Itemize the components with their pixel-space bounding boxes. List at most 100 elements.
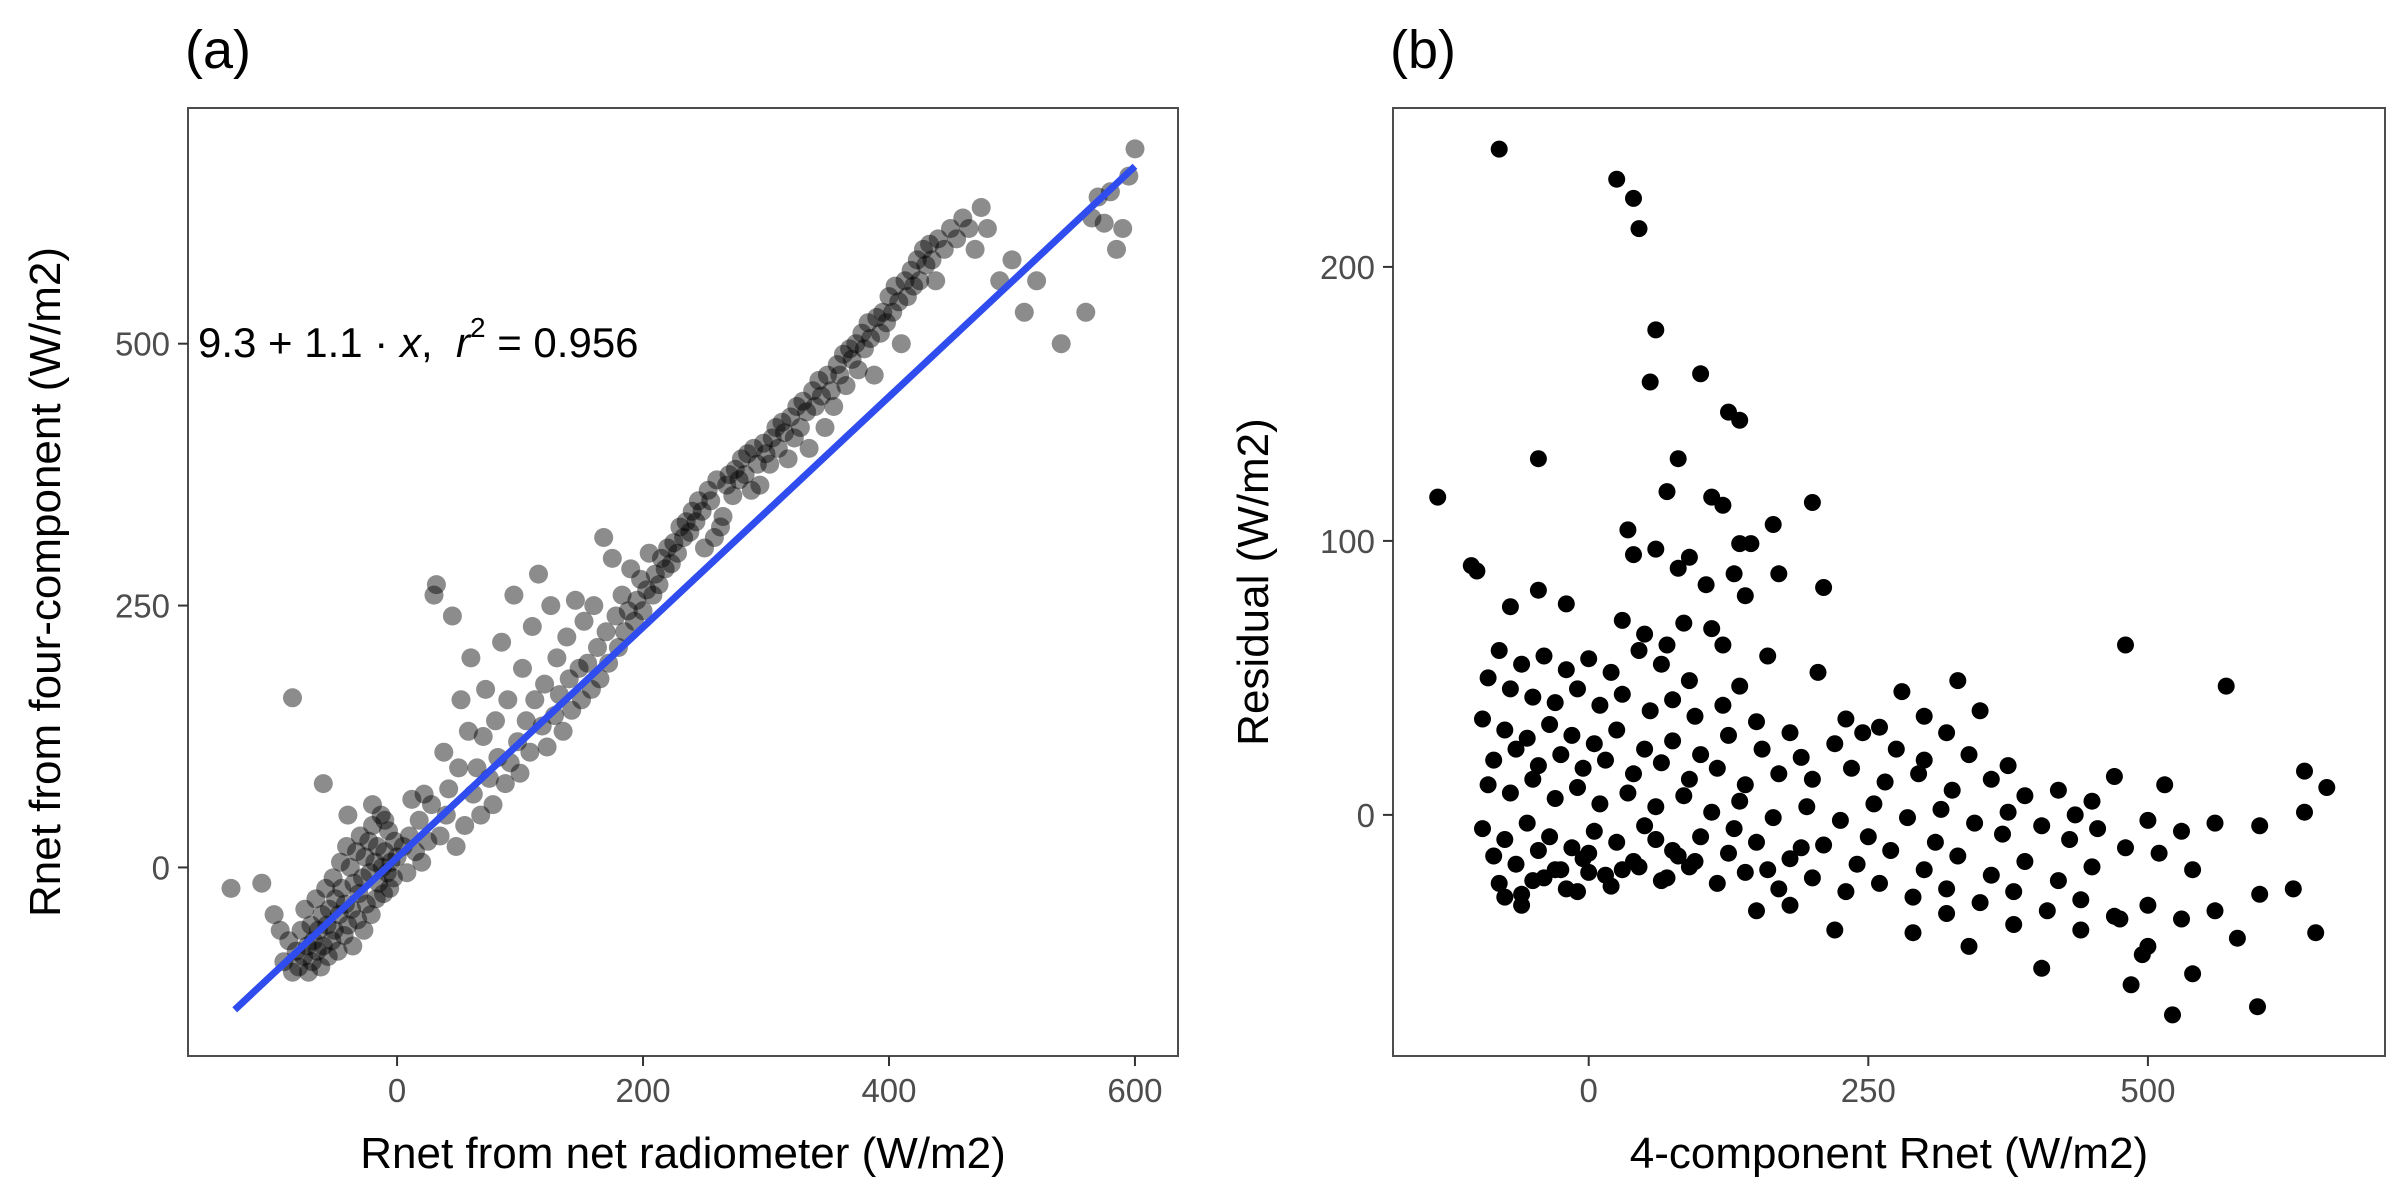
- panel-a-point: [283, 962, 302, 982]
- panel-b-point: [2049, 872, 2067, 890]
- panel-a-point: [461, 648, 481, 668]
- panel-a-point: [442, 606, 462, 626]
- panel-b-point: [1837, 883, 1855, 901]
- panel-b-point: [1474, 710, 1491, 728]
- panel-a-point: [897, 287, 917, 307]
- panel-a-point: [367, 837, 387, 856]
- panel-a-point: [338, 805, 358, 825]
- panel-b-point: [1557, 661, 1575, 679]
- panel-b-point: [2249, 998, 2266, 1016]
- panel-b-point: [1518, 729, 1536, 747]
- panel-a-point: [495, 774, 515, 794]
- panel-a-point: [645, 564, 665, 584]
- panel-b-point: [1915, 707, 1933, 725]
- panel-a-point: [537, 737, 557, 757]
- panel-b-point: [1871, 874, 1888, 892]
- panel-a-point: [412, 852, 432, 872]
- panel-a-point: [359, 831, 379, 851]
- panel-b-point: [1636, 817, 1654, 835]
- panel-b-point: [1602, 877, 1620, 895]
- panel-a-x-tick-label: 400: [861, 1072, 916, 1109]
- panel-b-point: [1501, 784, 1519, 802]
- panel-b-point: [2072, 891, 2090, 909]
- panel-b-point: [1541, 716, 1559, 733]
- panel-b-point: [2033, 817, 2051, 835]
- panel-b-point: [1580, 863, 1598, 881]
- fit-equation-prefix: 9.3 + 1.1 ·: [198, 319, 400, 366]
- panel-b-point: [1753, 740, 1771, 758]
- panel-a-point: [594, 528, 614, 547]
- panel-a-point: [723, 486, 743, 506]
- panel-b-point: [1770, 565, 1788, 583]
- panel-b-point: [1938, 724, 1956, 742]
- panel-b-point: [1479, 669, 1497, 687]
- panel-b-point: [1966, 814, 1984, 832]
- panel-a-point: [365, 852, 385, 872]
- panel-a-point: [522, 617, 542, 636]
- panel-a-point: [553, 721, 573, 741]
- panel-a-point: [504, 585, 524, 605]
- panel-a-point: [1125, 139, 1145, 159]
- panel-a-point: [947, 229, 967, 249]
- panel-b-point: [1854, 724, 1872, 742]
- panel-a-point: [805, 397, 825, 416]
- panel-a-point: [775, 423, 794, 443]
- panel-a-point: [744, 438, 764, 458]
- panel-b-point: [1904, 924, 1922, 942]
- panel-a-point: [953, 208, 973, 228]
- panel-b-point: [1597, 751, 1614, 769]
- panel-b-point: [1720, 844, 1737, 862]
- panel-a-point: [879, 287, 899, 307]
- panel-a-point: [361, 905, 381, 925]
- panel-b-point: [2139, 811, 2157, 829]
- panel-b-point: [1652, 655, 1670, 673]
- panel-b-point: [1501, 680, 1519, 698]
- panel-a-point: [854, 339, 874, 359]
- panel-a-point: [920, 234, 940, 254]
- panel-a-point: [934, 239, 954, 259]
- panel-b-point: [1513, 655, 1531, 673]
- panel-a-point: [332, 878, 352, 898]
- panel-b-point: [2005, 883, 2023, 901]
- panel-b-point: [2038, 902, 2056, 920]
- panel-b-point: [2164, 1006, 2181, 1024]
- panel-a-y-tick-label: 500: [115, 326, 170, 363]
- panel-a-point: [621, 559, 641, 579]
- panel-b-point: [1731, 677, 1749, 695]
- panel-a-point: [916, 255, 936, 275]
- panel-a-point: [344, 873, 364, 893]
- panel-b-point: [2089, 820, 2107, 838]
- panel-a-point: [476, 679, 496, 699]
- panel-a-point: [867, 308, 887, 327]
- panel-a-point: [885, 276, 905, 296]
- panel-b-point: [2117, 839, 2134, 857]
- panel-b-point: [1859, 828, 1877, 846]
- panel-b-point: [1999, 757, 2017, 775]
- panel-b-point: [1647, 321, 1665, 339]
- panel-b-point: [1781, 724, 1799, 742]
- panel-a-point: [713, 507, 733, 526]
- panel-b-point: [1748, 713, 1765, 731]
- panel-b-point: [1619, 521, 1637, 539]
- panel-a-point: [883, 302, 903, 322]
- panel-a-point: [731, 449, 751, 469]
- panel-a-x-tick-label: 200: [615, 1072, 670, 1109]
- panel-b-point: [1529, 581, 1547, 599]
- panel-a-point: [655, 559, 675, 579]
- panel-a-point: [799, 438, 819, 458]
- panel-a-fit-equation: 9.3 + 1.1 · x, r2 = 0.956: [198, 312, 639, 366]
- panel-b-point: [1748, 902, 1765, 920]
- panel-a-point: [430, 826, 450, 846]
- panel-a-point: [781, 407, 801, 427]
- panel-b-point: [1714, 696, 1732, 714]
- panel-b-point: [1613, 685, 1631, 703]
- panel-b-point: [2296, 803, 2313, 821]
- panel-b-point: [1714, 496, 1732, 514]
- panel-b-point: [1764, 809, 1782, 827]
- panel-b-point: [2251, 817, 2269, 835]
- panel-a-point: [692, 501, 712, 521]
- panel-b-point: [1608, 170, 1626, 188]
- panel-a-point: [631, 569, 651, 589]
- panel-b-point: [1518, 814, 1536, 832]
